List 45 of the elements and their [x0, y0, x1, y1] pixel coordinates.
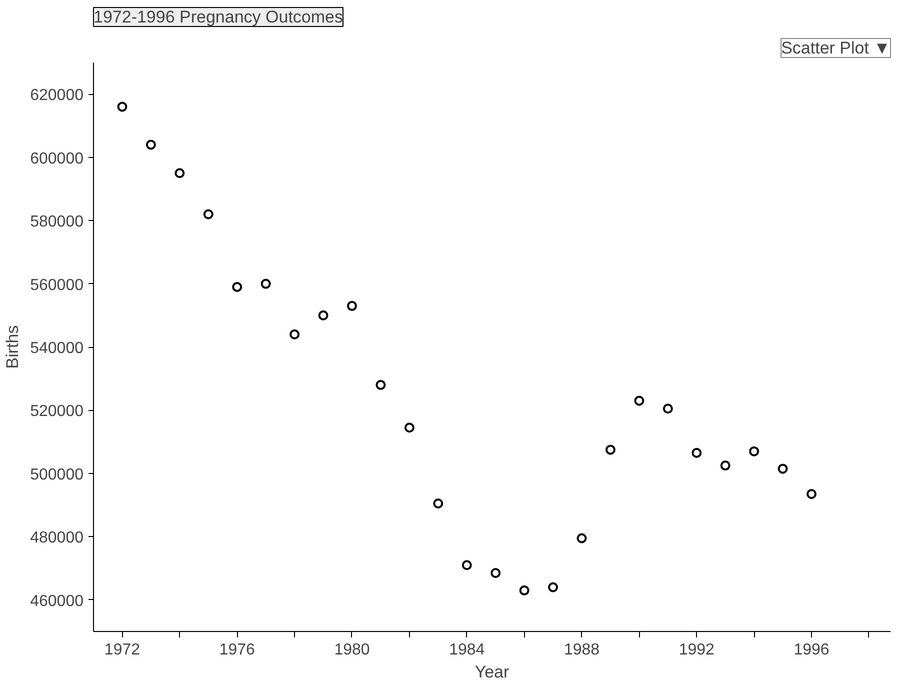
x-tick-label: 1992	[678, 642, 715, 658]
point	[462, 560, 472, 570]
x-axis-title: Year	[474, 662, 510, 682]
text: Scatter Plot ▼	[781, 38, 890, 58]
y-tick-label: 520000	[30, 403, 84, 420]
point	[662, 404, 673, 414]
point	[290, 329, 300, 340]
point	[605, 444, 616, 455]
y-tick-label: 460000	[30, 592, 84, 610]
point	[318, 310, 328, 320]
point	[806, 489, 817, 499]
point	[232, 282, 242, 292]
point	[490, 568, 501, 578]
y-tick-label: 620000	[30, 87, 84, 104]
y-tick-label: 480000	[30, 530, 84, 547]
x-tick-label: 1976	[219, 642, 255, 658]
x-tick-label: 1988	[564, 642, 600, 658]
y-tick-label: 600000	[30, 150, 84, 168]
point	[692, 448, 702, 458]
y-tick-label: 540000	[30, 340, 84, 357]
point	[576, 533, 587, 544]
point	[260, 278, 271, 289]
point	[778, 464, 788, 474]
point	[519, 585, 530, 596]
point	[433, 498, 444, 508]
point	[749, 446, 760, 456]
x-tick-label: 1980	[334, 642, 370, 658]
point	[376, 380, 386, 390]
y-tick-label: 580000	[30, 214, 84, 231]
point	[146, 140, 156, 150]
x-tick-label: 1972	[104, 642, 140, 658]
y-tick-label: 500000	[30, 466, 84, 484]
point	[720, 460, 730, 471]
point	[634, 396, 644, 406]
point	[548, 582, 558, 592]
chart-title: 1972-1996 Pregnancy Outcomes	[94, 8, 343, 26]
point	[174, 168, 185, 178]
point	[203, 209, 214, 220]
point	[117, 102, 128, 112]
point	[404, 422, 414, 433]
x-tick-label: 1984	[449, 642, 485, 658]
y-axis-title: Births	[3, 325, 22, 369]
y-tick-label: 560000	[30, 276, 84, 294]
point	[346, 300, 357, 311]
x-tick-label: 1996	[794, 642, 830, 658]
